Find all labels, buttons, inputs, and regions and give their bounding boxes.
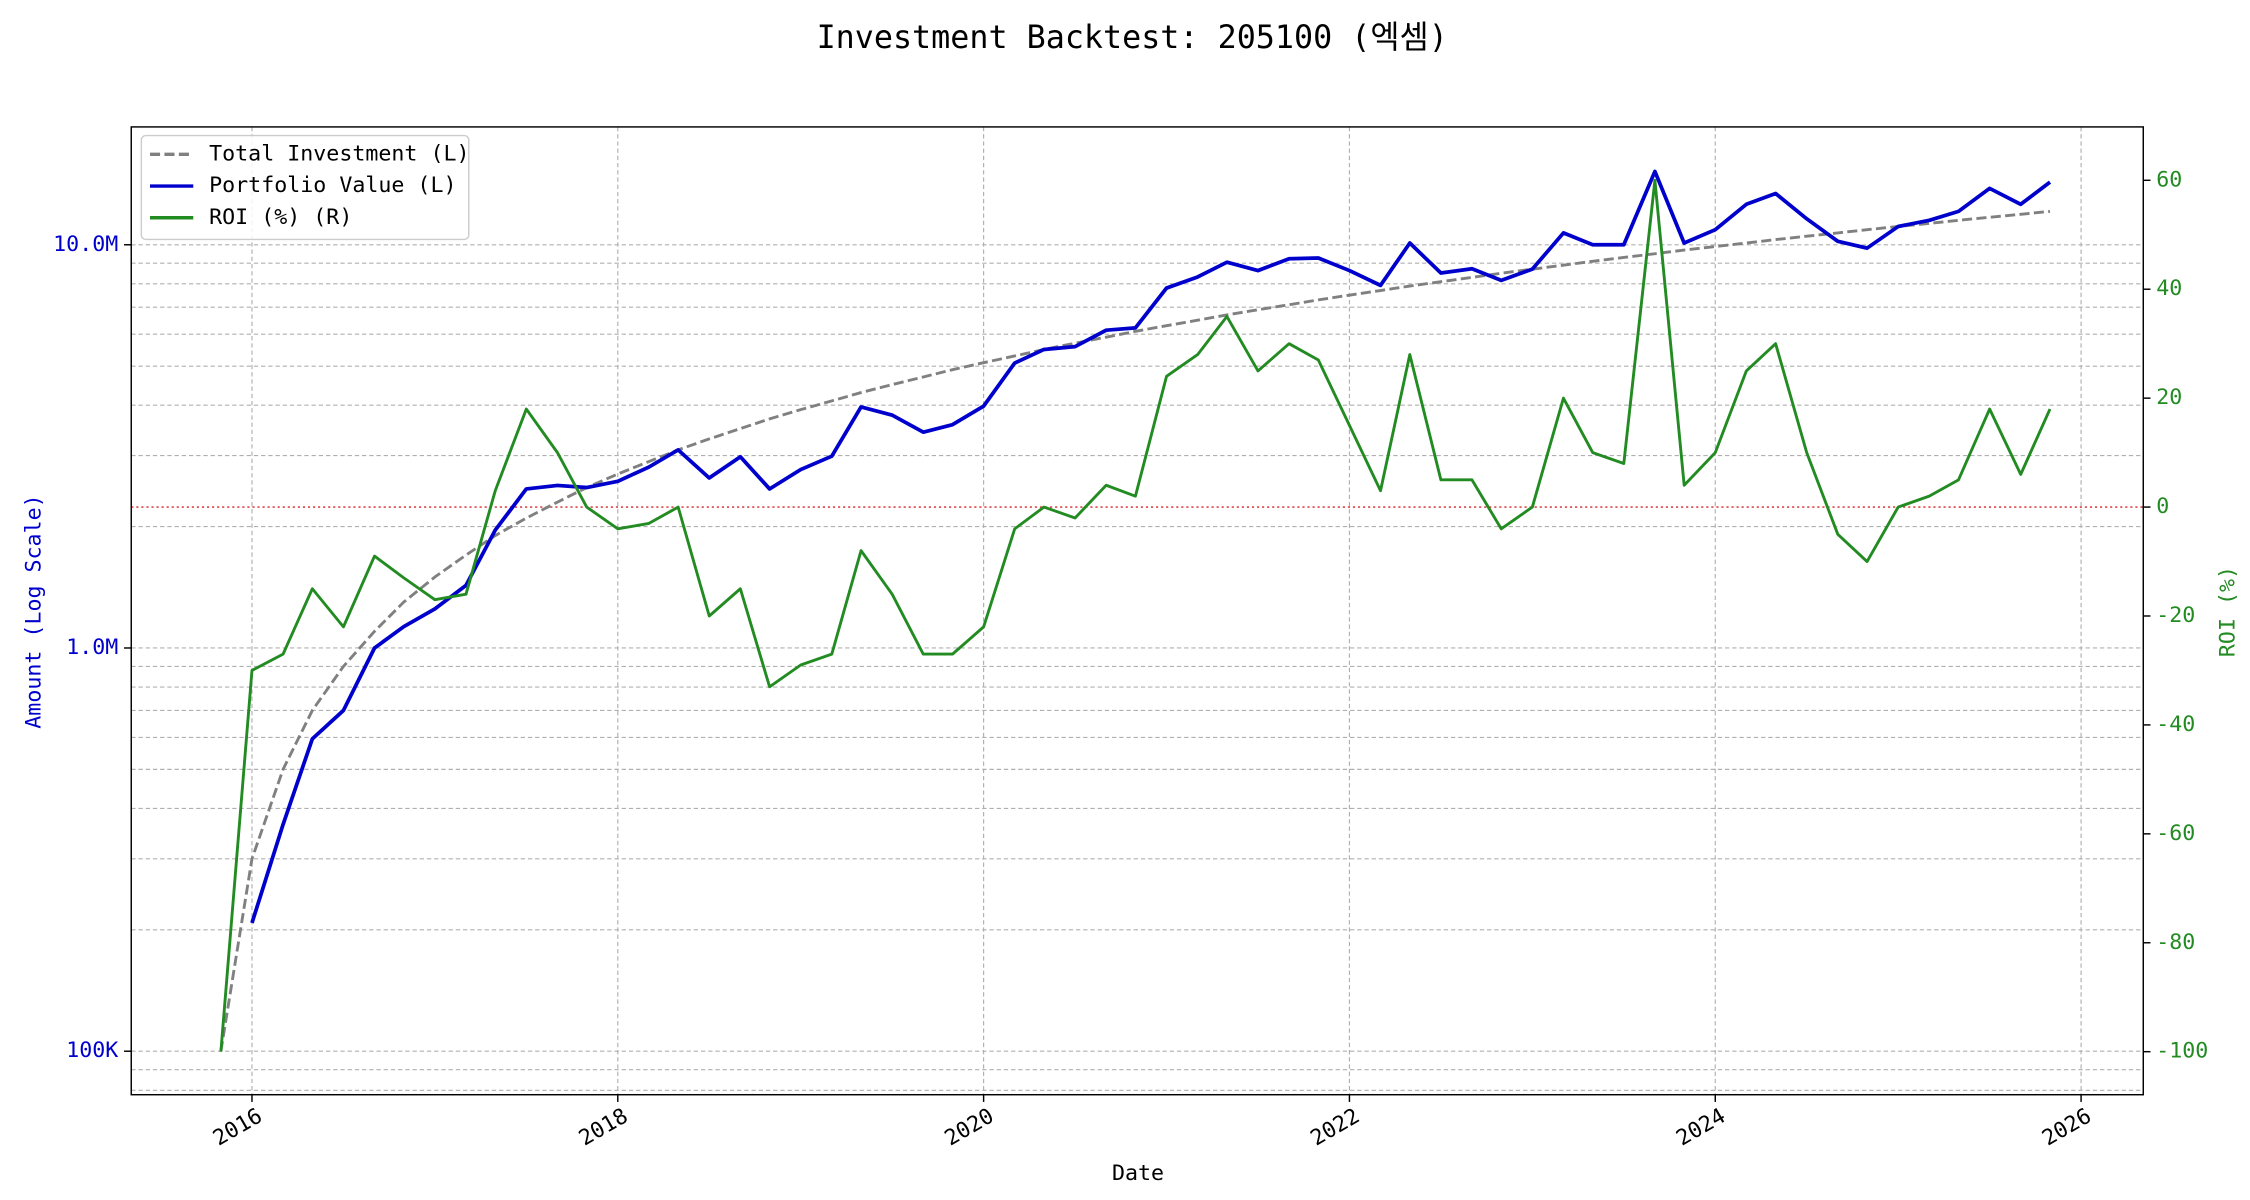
y-tick-label: 100K — [66, 1038, 118, 1063]
series-line — [219, 178, 2052, 1052]
series-line — [219, 209, 2051, 1052]
series-line — [250, 169, 2052, 924]
x-tick-label: 2018 — [575, 1104, 633, 1152]
x-tick-label: 2026 — [2038, 1104, 2096, 1152]
y2-tick-label: 40 — [2156, 276, 2182, 301]
y2-tick-label: -80 — [2156, 930, 2195, 955]
y2-tick-label: 0 — [2156, 494, 2169, 519]
legend-label: Portfolio Value (L) — [209, 173, 456, 198]
x-tick-label: 2020 — [941, 1104, 999, 1152]
y-tick-label: 10.0M — [53, 232, 118, 257]
legend-box — [140, 134, 470, 241]
x-axis-label: Date — [1112, 1161, 1164, 1186]
y2-tick-label: -20 — [2156, 603, 2195, 628]
chart-title: Investment Backtest: 205100 (엑셈) — [817, 20, 1448, 56]
legend-label: ROI (%) (R) — [209, 205, 352, 230]
x-tick-label: 2016 — [209, 1104, 267, 1152]
y2-tick-label: -100 — [2156, 1039, 2208, 1064]
y-tick-label: 1.0M — [66, 635, 118, 660]
legend-label: Total Investment (L) — [209, 141, 469, 166]
y-axis-label: Amount (Log Scale) — [22, 494, 47, 728]
x-tick-label: 2022 — [1306, 1104, 1364, 1152]
x-tick-label: 2024 — [1672, 1104, 1730, 1152]
y2-tick-label: 60 — [2156, 167, 2182, 192]
plot-area — [131, 169, 2144, 1052]
y2-tick-label: 20 — [2156, 385, 2182, 410]
legend: Total Investment (L) Portfolio Value (L) R… — [140, 134, 470, 241]
y2-tick-label: -40 — [2156, 712, 2195, 737]
y2-axis-label: ROI (%) — [2215, 566, 2240, 657]
plot-frame — [130, 126, 2144, 1096]
grid — [131, 126, 2144, 1095]
y2-tick-label: -60 — [2156, 821, 2195, 846]
